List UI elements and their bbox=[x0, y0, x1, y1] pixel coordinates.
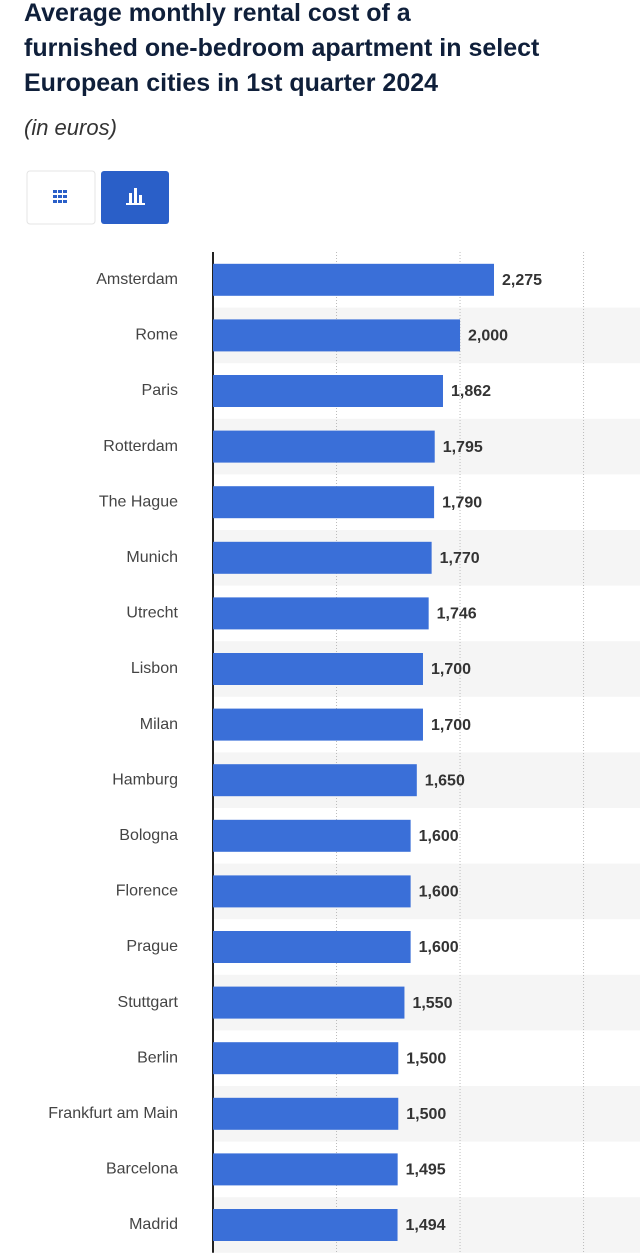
value-label: 2,000 bbox=[468, 328, 508, 345]
value-label: 1,600 bbox=[419, 939, 459, 956]
value-label: 1,500 bbox=[406, 1106, 446, 1123]
bar bbox=[213, 319, 461, 352]
value-label: 1,495 bbox=[406, 1162, 446, 1179]
bar bbox=[213, 653, 423, 685]
y-tick-label: Munich bbox=[126, 549, 178, 566]
y-tick-label: Barcelona bbox=[106, 1161, 178, 1178]
bar bbox=[213, 986, 405, 1019]
y-tick-label: Prague bbox=[126, 938, 178, 955]
bar bbox=[213, 875, 411, 908]
bar bbox=[213, 486, 435, 519]
bar bbox=[213, 263, 495, 296]
bar bbox=[213, 708, 423, 741]
y-tick-label: Berlin bbox=[137, 1049, 178, 1066]
value-label: 1,700 bbox=[431, 717, 471, 734]
bar bbox=[213, 597, 429, 630]
value-label: 1,494 bbox=[406, 1217, 446, 1234]
y-tick-label: Lisbon bbox=[131, 660, 178, 677]
value-label: 2,275 bbox=[502, 272, 542, 289]
y-tick-label: Frankfurt am Main bbox=[48, 1105, 178, 1122]
bar bbox=[213, 819, 411, 852]
y-tick-label: Hamburg bbox=[112, 771, 178, 788]
value-label: 1,650 bbox=[425, 772, 465, 789]
y-tick-label: Paris bbox=[142, 382, 178, 399]
value-label: 1,550 bbox=[412, 995, 452, 1012]
chart-title: Average monthly rental cost of a furnishe… bbox=[24, 0, 540, 97]
bar bbox=[213, 1153, 398, 1186]
chart-subtitle: (in euros) bbox=[24, 115, 117, 140]
bar bbox=[213, 764, 417, 797]
value-label: 1,746 bbox=[437, 606, 477, 623]
bar bbox=[213, 430, 435, 463]
y-tick-label: Amsterdam bbox=[96, 271, 178, 288]
y-tick-label: Milan bbox=[140, 716, 178, 733]
y-tick-label: The Hague bbox=[99, 493, 178, 510]
chart-view-button[interactable] bbox=[101, 171, 169, 224]
bar bbox=[213, 375, 443, 407]
value-label: 1,790 bbox=[442, 494, 482, 511]
bar bbox=[213, 541, 432, 574]
value-label: 1,770 bbox=[440, 550, 480, 567]
value-label: 1,862 bbox=[451, 383, 491, 400]
bar bbox=[213, 1209, 398, 1241]
table-view-button[interactable] bbox=[26, 170, 96, 225]
value-label: 1,795 bbox=[443, 439, 483, 456]
y-tick-label: Rome bbox=[135, 327, 178, 344]
bar bbox=[213, 1097, 399, 1130]
bar bbox=[213, 1042, 399, 1075]
bar bbox=[213, 931, 411, 963]
value-label: 1,600 bbox=[419, 884, 459, 901]
value-label: 1,500 bbox=[406, 1050, 446, 1067]
value-label: 1,700 bbox=[431, 661, 471, 678]
y-tick-label: Bologna bbox=[119, 827, 178, 844]
y-tick-label: Florence bbox=[116, 883, 178, 900]
value-label: 1,600 bbox=[419, 828, 459, 845]
y-tick-label: Utrecht bbox=[126, 605, 178, 622]
y-tick-label: Madrid bbox=[129, 1216, 178, 1233]
y-tick-label: Rotterdam bbox=[103, 438, 178, 455]
y-tick-label: Stuttgart bbox=[118, 994, 179, 1011]
